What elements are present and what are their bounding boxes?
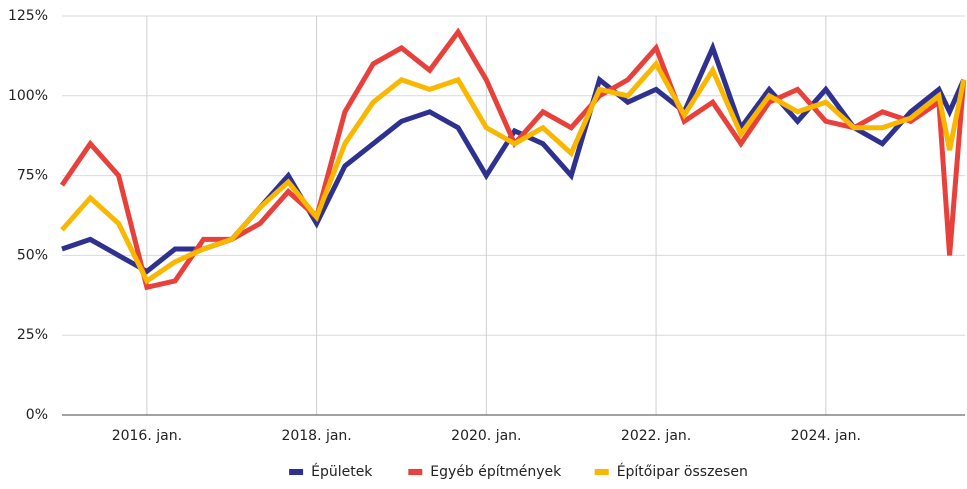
series-line <box>60 59 967 285</box>
series-line <box>59 27 967 291</box>
legend-swatch <box>594 469 609 475</box>
x-tick-label: 2020. jan. <box>451 428 521 444</box>
x-tick-label: 2018. jan. <box>281 428 351 444</box>
y-tick-label: 125% <box>8 8 48 24</box>
legend-label: Építőipar összesen <box>617 463 748 480</box>
y-tick-label: 75% <box>17 168 48 184</box>
y-tick-label: 0% <box>26 407 48 423</box>
legend-swatch <box>408 469 423 475</box>
y-tick-label: 50% <box>17 247 48 263</box>
x-tick-label: 2022. jan. <box>621 428 691 444</box>
series-line <box>61 41 966 275</box>
y-tick-label: 25% <box>17 327 48 343</box>
y-tick-label: 100% <box>8 88 48 104</box>
legend-label: Egyéb építmények <box>430 464 562 480</box>
legend-label: Épületek <box>311 463 373 480</box>
x-tick-label: 2024. jan. <box>791 428 861 444</box>
x-tick-label: 2016. jan. <box>112 428 182 444</box>
legend-swatch <box>289 469 304 475</box>
